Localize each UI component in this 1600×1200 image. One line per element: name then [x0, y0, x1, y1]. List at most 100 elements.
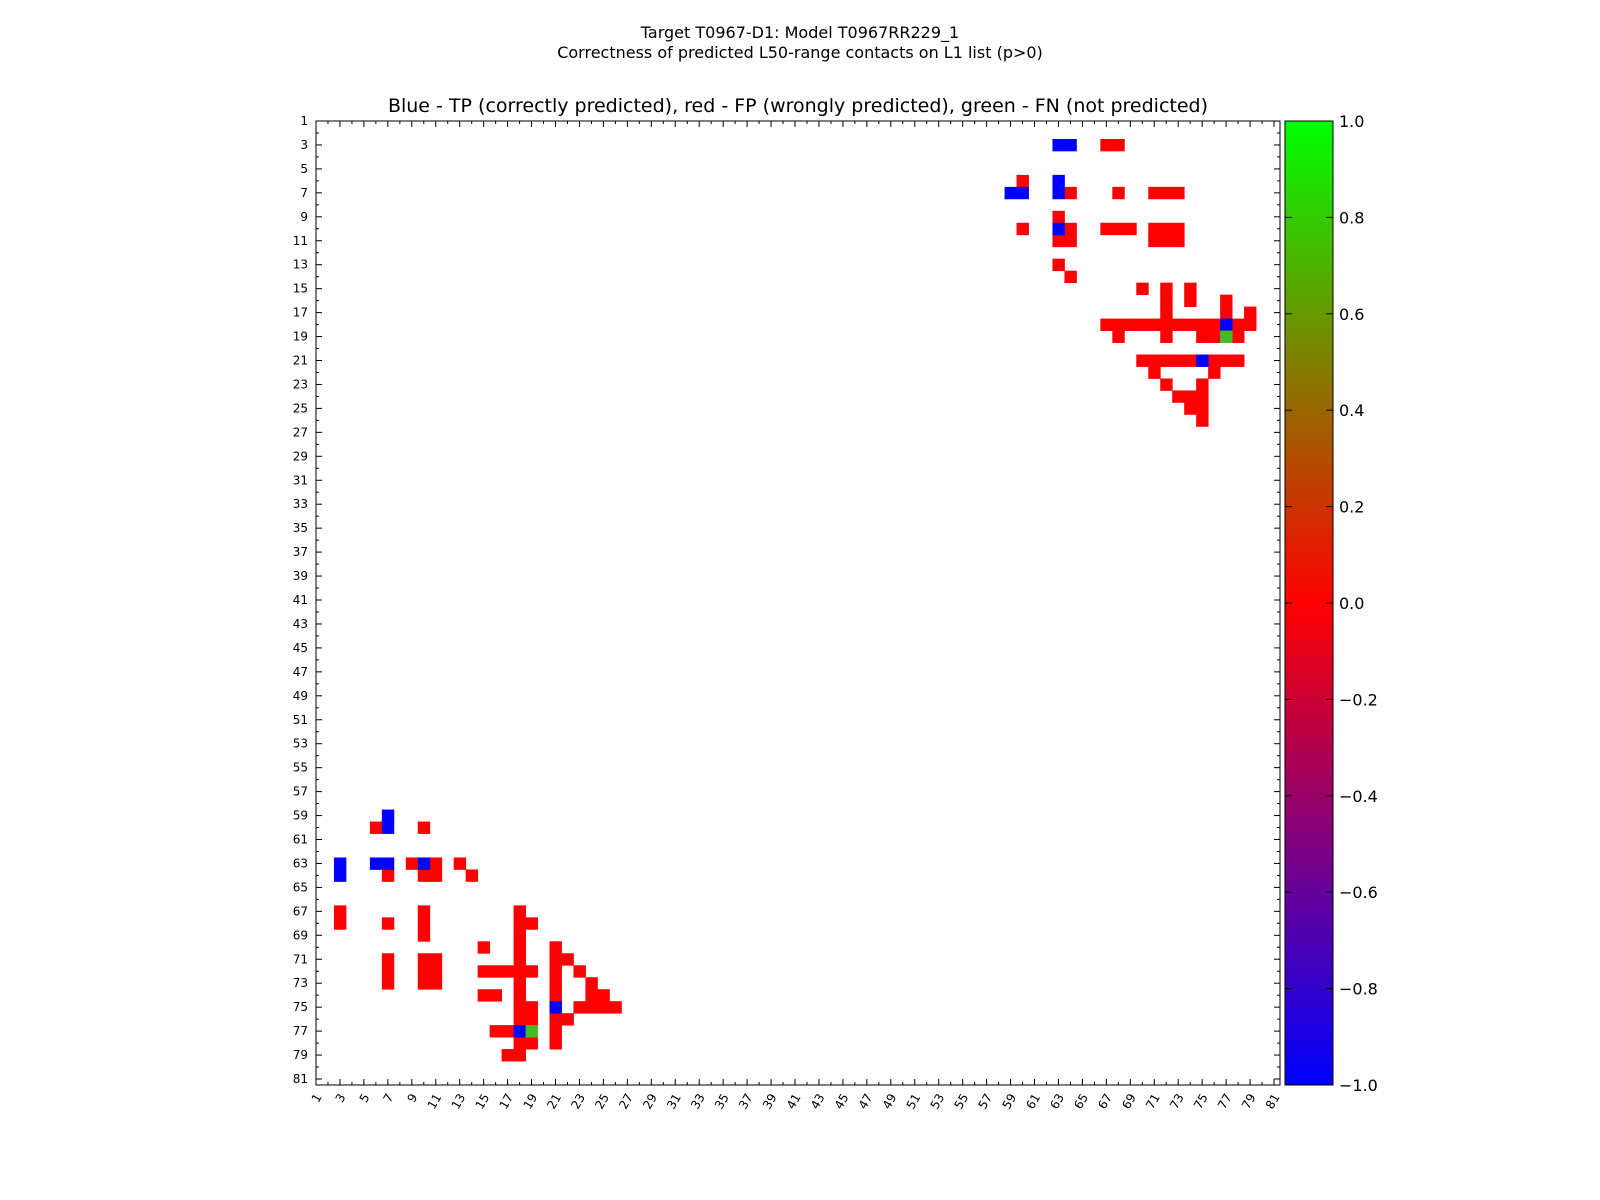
contact-cell-fp: [1208, 330, 1221, 343]
contact-cell-fp: [1244, 318, 1257, 331]
y-tick-label: 49: [293, 689, 308, 703]
x-tick-label: 45: [832, 1091, 852, 1111]
x-tick-label: 39: [760, 1091, 780, 1111]
y-tick-label: 29: [293, 449, 308, 463]
x-tick-label: 5: [357, 1091, 373, 1105]
contact-cell-fp: [1016, 174, 1029, 188]
contact-cell-fp: [1052, 258, 1065, 272]
colorbar-tick-label: 0.0: [1339, 594, 1364, 613]
x-tick-label: 21: [544, 1091, 564, 1111]
x-tick-label: 19: [520, 1091, 540, 1111]
x-tick-label: 37: [736, 1091, 756, 1111]
contact-cell-fp: [489, 965, 503, 978]
x-tick-label: 35: [712, 1091, 732, 1111]
contact-cell-fp: [477, 965, 491, 978]
contact-cell-fp: [573, 965, 586, 978]
colorbar-tick-label: −0.4: [1339, 787, 1378, 806]
contact-cell-fp: [1208, 318, 1221, 331]
y-tick-label: 71: [293, 952, 308, 966]
x-tick-label: 15: [473, 1091, 493, 1111]
colorbar-tick-label: 0.2: [1339, 498, 1364, 517]
x-tick-label: 31: [664, 1091, 684, 1111]
contact-cell-fp: [489, 1025, 503, 1038]
contact-cell-fp: [585, 977, 598, 990]
contact-cell-fp: [549, 941, 562, 954]
contact-cell-fp: [549, 989, 562, 1002]
contact-cell-fp: [417, 917, 431, 930]
contact-cell-fp: [501, 965, 514, 978]
colorbar-tick-label: −0.8: [1339, 980, 1378, 999]
contact-cell-fp: [1160, 330, 1173, 343]
contact-cell-tp: [1052, 222, 1065, 236]
contact-cell-fp: [1172, 234, 1185, 248]
contact-cell-fp: [333, 917, 347, 930]
y-tick-label: 63: [293, 856, 308, 870]
plot-frame: [315, 120, 1281, 1086]
contact-cell-fp: [513, 1001, 526, 1014]
figure-suptitle-line1: Target T0967-D1: Model T0967RR229_1: [640, 23, 960, 42]
contact-cell-fp: [549, 1037, 562, 1050]
y-tick-label: 31: [293, 473, 308, 487]
y-tick-label: 11: [293, 234, 308, 248]
y-tick-label: 47: [293, 665, 308, 679]
y-tick-label: 69: [293, 928, 308, 942]
x-tick-label: 53: [928, 1091, 948, 1111]
x-tick-label: 13: [449, 1091, 469, 1111]
contact-cell-fp: [405, 857, 419, 870]
x-tick-label: 51: [904, 1091, 924, 1111]
contact-cell-fp: [477, 941, 491, 954]
contact-cell-fp: [1184, 402, 1197, 415]
contact-cell-fp: [561, 1013, 574, 1026]
contact-cell-fp: [1184, 354, 1197, 367]
contact-cell-fp: [1136, 318, 1149, 331]
contact-cell-fp: [525, 1013, 538, 1026]
contact-cell-fp: [501, 1025, 514, 1038]
contact-cell-fp: [381, 965, 395, 978]
x-tick-label: 27: [616, 1091, 636, 1111]
contact-cell-fp: [1148, 222, 1161, 236]
colorbar-gradient: [1284, 120, 1334, 1086]
contact-cell-fp: [1148, 186, 1161, 200]
y-tick-label: 55: [293, 761, 308, 775]
axis-ticks: 1357911131517192123252729313335373941434…: [293, 114, 1283, 1111]
y-tick-label: 65: [293, 880, 308, 894]
contact-cell-fp: [513, 965, 526, 978]
contact-cell-fp: [597, 989, 610, 1002]
contact-cell-fp: [1160, 306, 1173, 319]
x-tick-label: 65: [1071, 1091, 1091, 1111]
contact-cell-fp: [513, 905, 526, 918]
contact-cell-fp: [561, 953, 574, 966]
contact-cell-fp: [1160, 378, 1173, 391]
y-tick-label: 13: [293, 258, 308, 272]
x-tick-label: 9: [404, 1091, 420, 1105]
x-tick-label: 75: [1191, 1091, 1211, 1111]
y-tick-label: 67: [293, 904, 308, 918]
y-tick-label: 21: [293, 354, 308, 368]
contact-cell-fp: [525, 965, 538, 978]
contact-cell-fp: [1172, 318, 1185, 331]
contact-cell-fp: [1220, 306, 1233, 319]
contact-cell-fp: [513, 1037, 526, 1050]
x-tick-label: 3: [333, 1091, 349, 1105]
contact-cell-fp: [381, 869, 395, 882]
y-tick-label: 53: [293, 737, 308, 751]
contact-cell-fp: [549, 1013, 562, 1026]
contact-cell-fp: [429, 869, 443, 882]
contact-cell-fp: [1136, 354, 1149, 367]
contact-cell-fp: [1196, 318, 1209, 331]
contact-cell-fp: [1172, 354, 1185, 367]
contact-cell-fp: [417, 965, 431, 978]
x-tick-label: 7: [381, 1091, 397, 1105]
y-tick-label: 45: [293, 641, 308, 655]
contact-cell-fp: [609, 1001, 622, 1014]
contact-cell-fp: [381, 917, 395, 930]
y-tick-label: 43: [293, 617, 308, 631]
x-tick-label: 81: [1263, 1091, 1283, 1111]
contact-cell-fp: [381, 953, 395, 966]
contact-cell-fp: [1232, 318, 1245, 331]
x-tick-label: 17: [496, 1091, 516, 1111]
contact-cell-fp: [1160, 234, 1173, 248]
x-tick-label: 79: [1239, 1091, 1259, 1111]
contact-cell-fp: [1196, 414, 1209, 427]
colorbar-tick-label: 1.0: [1339, 112, 1364, 131]
